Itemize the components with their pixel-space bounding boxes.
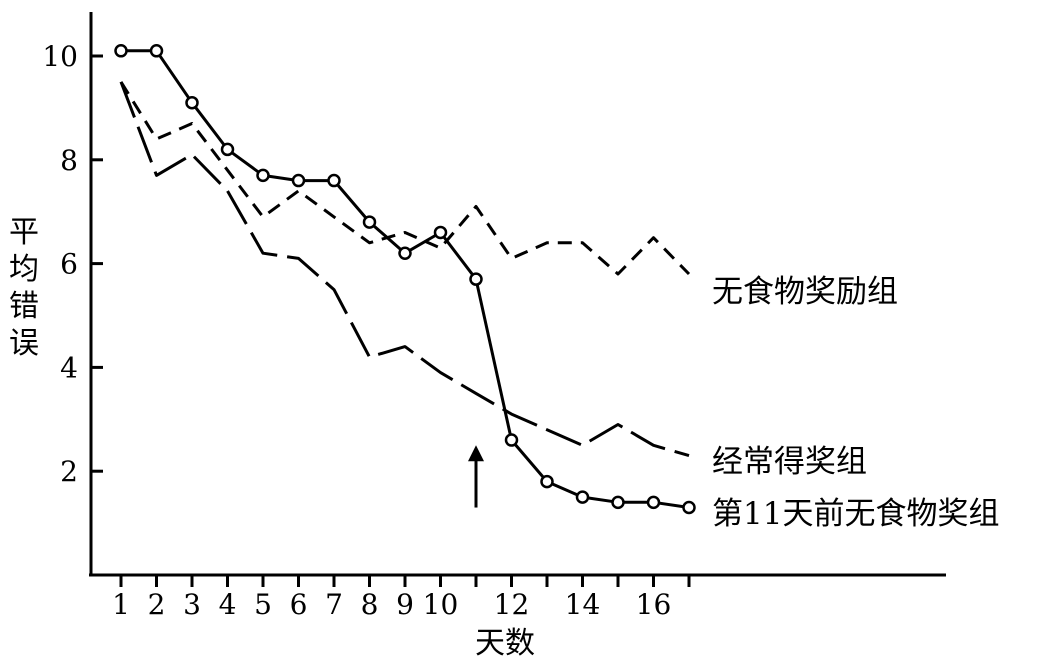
data-point xyxy=(398,246,412,260)
series-label-0: 无食物奖励组 xyxy=(712,274,898,310)
y-ticks: 2 4 6 8 10 xyxy=(42,40,103,488)
y-tick-label: 8 xyxy=(60,144,78,177)
data-point xyxy=(682,500,696,515)
data-point xyxy=(504,433,519,447)
x-tick-label: 8 xyxy=(361,588,379,621)
y-axis-title-char: 误 xyxy=(9,326,39,361)
y-axis-title-char: 平 xyxy=(9,215,39,250)
data-point xyxy=(291,173,306,188)
data-point xyxy=(540,474,554,489)
x-ticks: 1 2 3 4 5 6 7 8 9 10 12 14 16 xyxy=(112,575,691,621)
x-tick-label: 1 xyxy=(112,588,130,621)
x-tick-label: 12 xyxy=(494,588,530,621)
y-tick-label: 2 xyxy=(60,455,78,488)
data-point xyxy=(362,215,377,229)
series-group xyxy=(114,44,696,515)
y-axis-title: 平均错误 xyxy=(9,215,39,361)
series-label-1: 经常得奖组 xyxy=(712,444,867,480)
y-tick-label: 10 xyxy=(42,40,78,73)
annotation-group xyxy=(468,445,484,508)
data-point xyxy=(469,272,483,286)
data-point xyxy=(114,44,128,58)
x-tick-label: 10 xyxy=(423,588,459,621)
y-tick-label: 4 xyxy=(60,351,78,384)
data-point xyxy=(575,490,590,504)
data-point xyxy=(646,495,661,510)
axes xyxy=(89,12,946,577)
data-point xyxy=(433,225,448,240)
series-line-2 xyxy=(121,49,690,509)
data-point xyxy=(611,495,625,510)
y-axis-title-char: 均 xyxy=(9,252,39,287)
annotation-arrow-head xyxy=(468,445,484,462)
y-tick-label: 6 xyxy=(60,248,78,281)
x-tick-label: 3 xyxy=(183,588,201,621)
x-tick-label: 7 xyxy=(325,588,343,621)
data-point xyxy=(327,173,341,188)
x-tick-label: 5 xyxy=(254,588,272,621)
x-axis-title: 天数 xyxy=(475,626,535,661)
x-tick-label: 9 xyxy=(396,588,414,621)
x-tick-label: 6 xyxy=(290,588,308,621)
data-point xyxy=(149,44,164,58)
series-line-1 xyxy=(119,81,690,458)
data-point xyxy=(220,142,235,157)
x-tick-label: 14 xyxy=(565,588,601,621)
data-point xyxy=(185,95,199,110)
data-point xyxy=(256,168,270,183)
x-tick-label: 2 xyxy=(148,588,166,621)
series-line-0 xyxy=(119,81,691,276)
y-axis-title-char: 错 xyxy=(9,289,39,324)
x-tick-label: 16 xyxy=(636,588,672,621)
x-tick-label: 4 xyxy=(219,588,237,621)
series-label-2: 第11天前无食物奖组 xyxy=(712,496,999,532)
